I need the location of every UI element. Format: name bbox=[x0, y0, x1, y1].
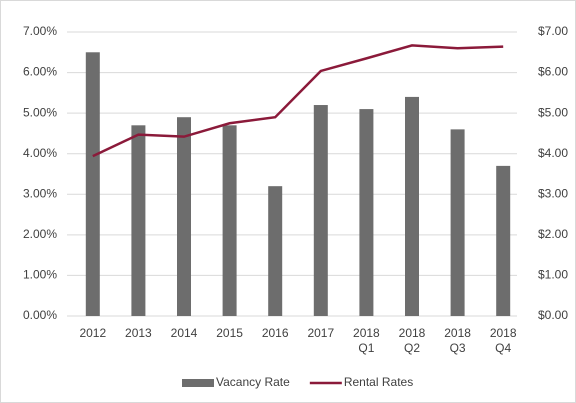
y-tick-label: 4.00% bbox=[23, 146, 57, 160]
bar bbox=[177, 117, 191, 316]
x-tick-label: 2018 Q4 bbox=[489, 326, 517, 355]
y2-tick-label: $1.00 bbox=[538, 268, 568, 282]
x-tick-label: 2018 Q1 bbox=[353, 326, 380, 355]
x-tick-label: 2018 Q2 bbox=[398, 326, 426, 355]
legend-label: Rental Rates bbox=[344, 375, 413, 389]
y2-tick-label: $3.00 bbox=[538, 186, 568, 200]
line bbox=[92, 44, 504, 158]
y-tick-label: 6.00% bbox=[23, 65, 57, 79]
x-tick-label: 2014 bbox=[170, 326, 198, 340]
x-tick-label: 2017 bbox=[307, 326, 335, 340]
y2-tick-label: $2.00 bbox=[538, 227, 568, 241]
y2-tick-label: $4.00 bbox=[538, 146, 568, 160]
bar bbox=[359, 109, 374, 316]
bar bbox=[222, 125, 237, 316]
y2-tick-label: $7.00 bbox=[538, 24, 568, 38]
y-tick-label: 0.00% bbox=[23, 308, 57, 322]
bar bbox=[85, 52, 100, 317]
bar bbox=[268, 186, 283, 316]
x-tick-label: 2018 Q3 bbox=[444, 326, 471, 355]
bar bbox=[131, 125, 146, 316]
y2-tick-label: $6.00 bbox=[538, 65, 568, 79]
x-tick-label: 2012 bbox=[79, 326, 107, 340]
y-tick-label: 3.00% bbox=[23, 186, 57, 200]
legend-label: Vacancy Rate bbox=[216, 375, 290, 389]
bar bbox=[313, 105, 328, 317]
x-tick-label: 2015 bbox=[216, 326, 243, 340]
y-tick-label: 1.00% bbox=[23, 268, 57, 282]
y-tick-label: 5.00% bbox=[23, 105, 57, 119]
y2-tick-label: $0.00 bbox=[538, 308, 568, 322]
bar bbox=[496, 165, 511, 316]
y-tick-label: 2.00% bbox=[23, 227, 57, 241]
bar bbox=[405, 96, 419, 317]
x-tick-label: 2016 bbox=[261, 326, 289, 340]
legend-swatch bbox=[182, 379, 214, 387]
y-tick-label: 7.00% bbox=[23, 24, 57, 38]
bar bbox=[450, 129, 465, 316]
y2-tick-label: $5.00 bbox=[538, 105, 568, 119]
x-tick-label: 2013 bbox=[125, 326, 152, 340]
